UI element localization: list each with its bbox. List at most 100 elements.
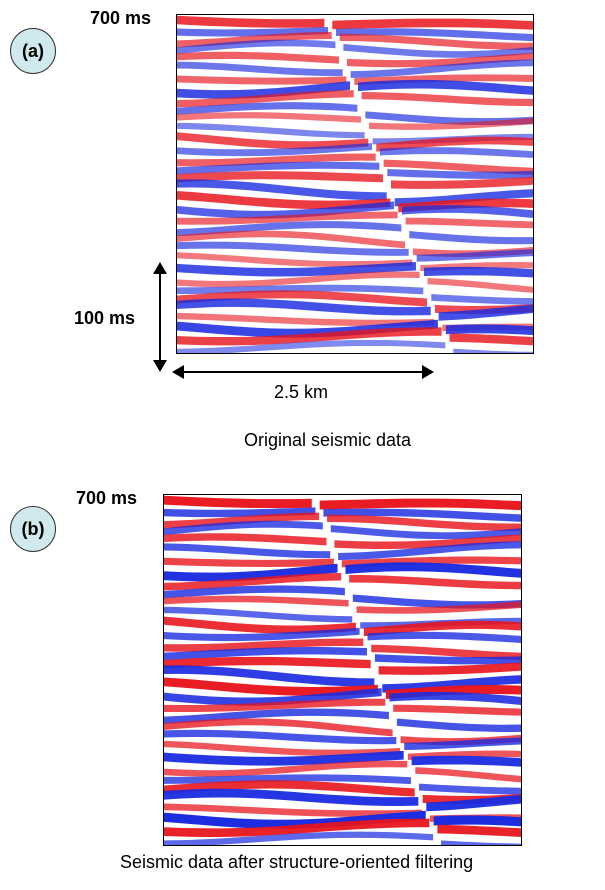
reflector-band [449,333,533,346]
reflector-band [416,249,533,262]
reflector-band [177,112,362,123]
horizontal-scale-label: 2.5 km [274,382,329,402]
panel-a-caption: Original seismic data [244,430,412,450]
reflector-band [164,718,393,737]
reflector-band [177,75,347,85]
reflector-band [164,831,434,845]
reflector-band [438,304,533,321]
reflector-band [164,740,400,757]
reflector-band [164,665,375,687]
reflector-band [405,217,533,229]
reflector-band [371,644,521,661]
vertical-scale-label: 100 ms [74,308,136,328]
reflector-band [164,688,382,706]
reflector-band [164,647,367,661]
reflector-band [349,574,521,590]
reflector-band [387,168,533,179]
reflector-band [433,815,521,827]
reflector-band [427,278,533,293]
seismic-image-a [177,15,533,353]
reflector-band [177,327,442,346]
reflector-band [345,562,521,578]
reflector-band [330,525,521,540]
reflector-band [177,312,435,327]
reflector-band [334,534,521,549]
reflector-band [177,102,358,115]
reflector-band [357,79,533,95]
reflector-band [374,654,521,665]
reflector-band [390,176,533,189]
reflector-band [411,755,521,767]
reflector-band [379,147,533,159]
reflector-band [164,495,312,509]
reflector-band [378,662,521,675]
panel-b-badge: (b) [10,506,56,552]
reflector-band [356,601,521,614]
reflector-band [164,656,371,669]
reflector-band [164,606,353,623]
reflector-band [350,59,533,79]
reflector-band [177,90,354,108]
reflector-band [177,153,376,167]
reflector-band [164,760,408,777]
reflector-band [164,750,404,766]
reflector-band [164,780,415,797]
reflector-band [177,298,431,316]
reflector-band [164,520,323,536]
reflector-band [383,159,533,175]
reflector-band [177,143,373,157]
reflector-band [177,81,351,99]
reflector-band [164,788,419,807]
reflector-band [164,698,386,713]
reflector-band [409,231,533,245]
reflector-band [418,783,521,795]
reflector-band [423,266,533,278]
reflector-band [177,339,446,353]
reflector-band [164,563,338,582]
reflector-band [164,818,430,837]
reflector-band [332,18,533,30]
seismic-section-filtered [163,494,522,846]
reflector-band [164,533,327,546]
reflector-band [177,290,427,307]
reflector-band [401,205,533,218]
reflector-band [389,691,521,705]
panel-a-badge: (a) [10,28,56,74]
reflector-band [177,179,387,201]
reflector-band [164,572,342,591]
reflector-band [339,33,533,50]
panel-b-time-label: 700 ms [76,488,138,508]
reflector-band [164,543,331,559]
reflector-band [164,803,423,817]
reflector-band [327,514,521,531]
reflector-band [404,737,521,751]
reflector-band [346,52,533,68]
reflector-band [177,271,420,288]
reflector-band [177,171,384,183]
horizontal-scale-arrow [172,365,434,379]
reflector-band [426,794,521,812]
reflector-band [367,631,521,643]
reflector-band [415,767,521,783]
vertical-scale-arrow [153,262,167,372]
reflector-band [396,718,521,732]
seismic-section-original [176,14,534,354]
reflector-band [177,191,391,210]
reflector-band [177,211,398,225]
reflector-band [319,498,521,511]
reflector-band [441,840,521,845]
reflector-band [177,262,416,277]
reflector-band [164,616,356,634]
reflector-band [164,595,349,607]
reflector-band [164,585,345,599]
panel-a-time-label: 700 ms [90,8,152,28]
reflector-band [437,824,521,837]
reflector-band [393,704,521,716]
reflector-band [177,122,365,139]
reflector-band [453,348,533,353]
reflector-band [177,15,325,28]
reflector-band [164,627,360,642]
reflector-band [164,557,334,567]
reflector-band [177,51,339,64]
reflector-band [177,241,409,256]
